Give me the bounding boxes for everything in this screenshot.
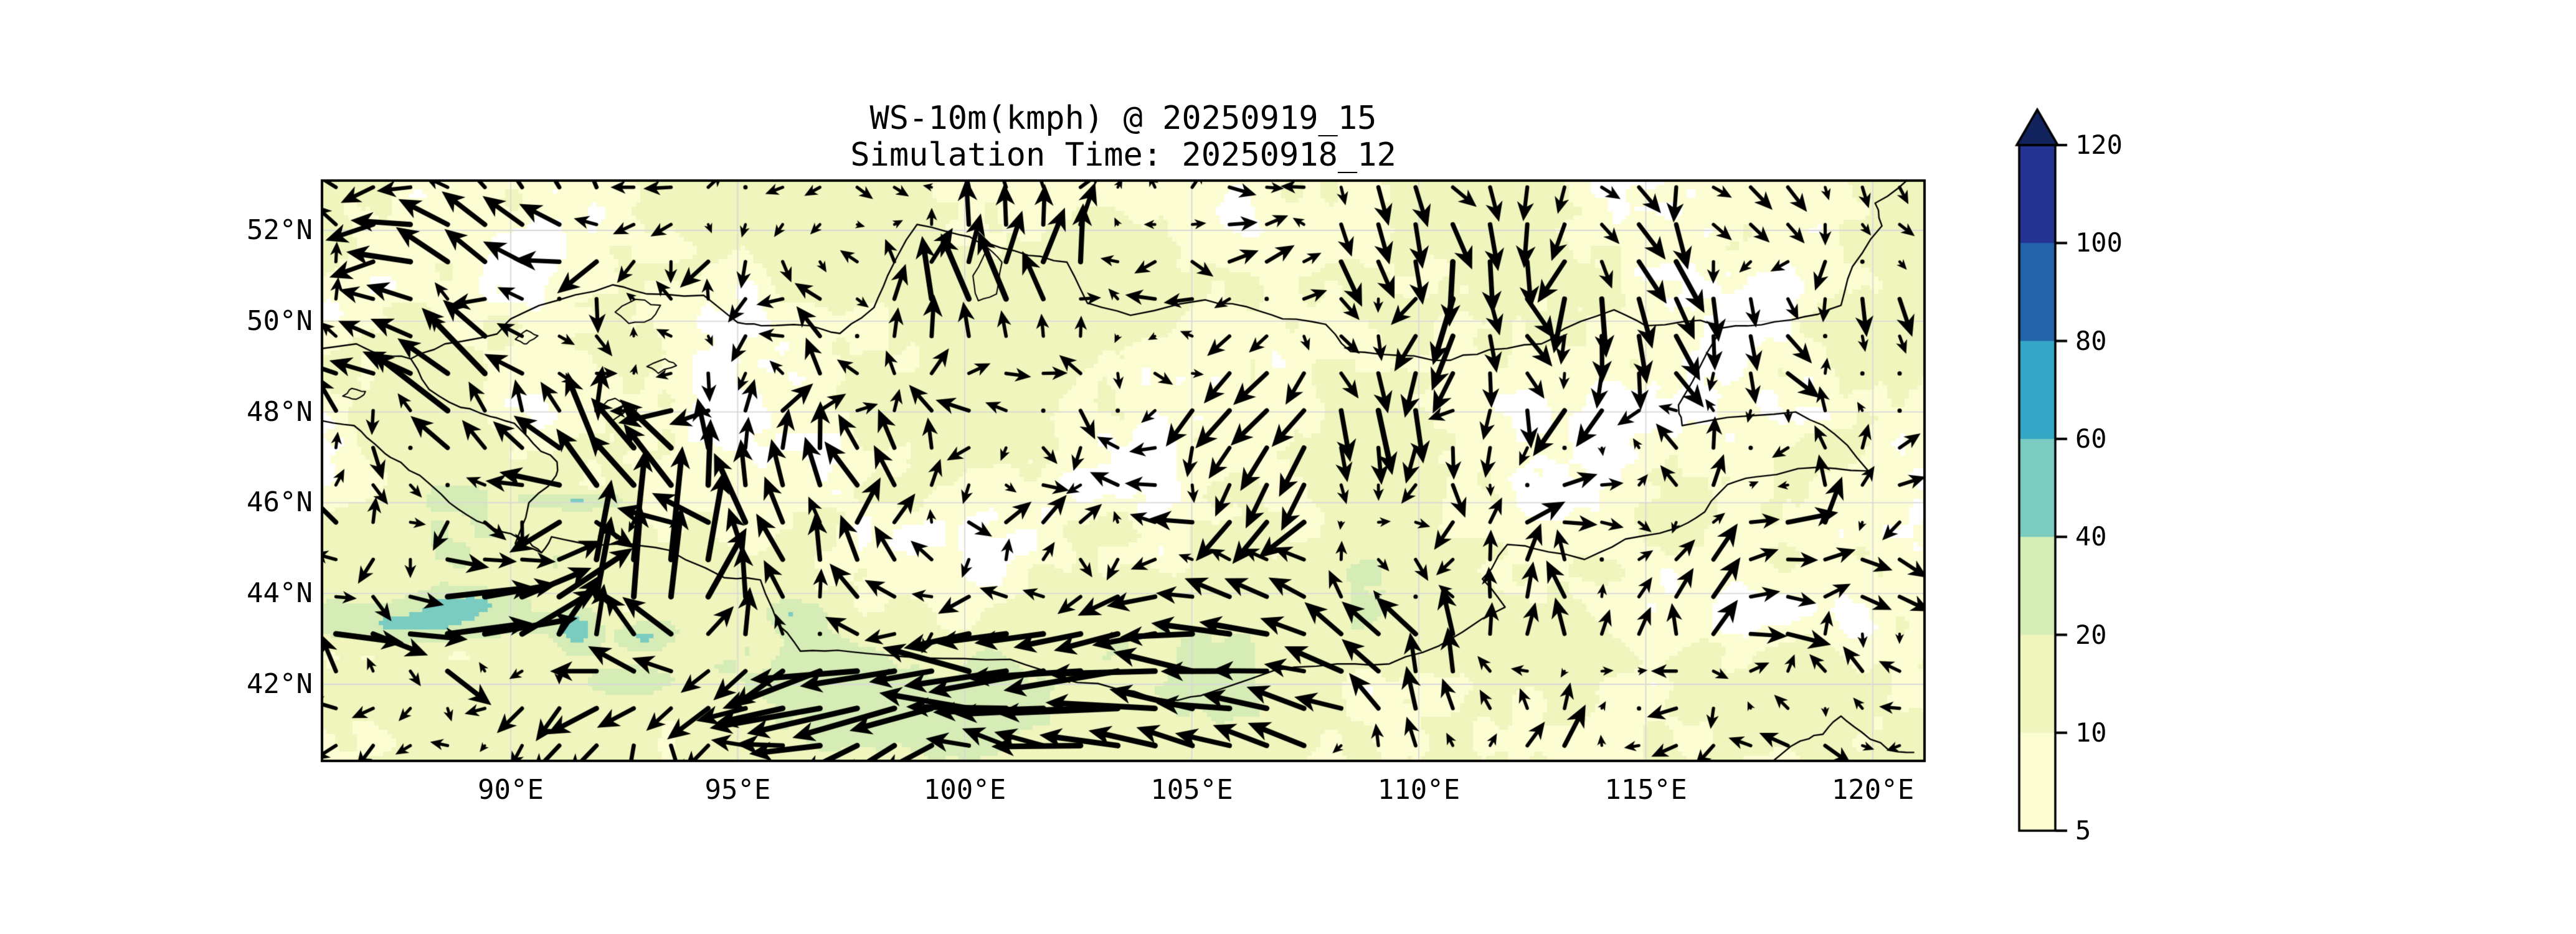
- y-tick-label: 52°N: [247, 214, 313, 246]
- colorbar-tick-label: 10: [2075, 717, 2107, 748]
- y-tick-label: 50°N: [247, 304, 313, 337]
- y-tick-label: 48°N: [247, 395, 313, 428]
- x-tick-label: 115°E: [1604, 774, 1687, 806]
- y-tick-label: 42°N: [247, 668, 313, 700]
- colorbar-tick-label: 40: [2075, 521, 2107, 552]
- x-tick-label: 95°E: [704, 774, 771, 806]
- colorbar-tick-label: 60: [2075, 423, 2107, 454]
- colorbar-tick-label: 20: [2075, 619, 2107, 650]
- x-tick-label: 100°E: [923, 774, 1006, 806]
- colorbar-tick-label: 80: [2075, 325, 2107, 356]
- x-tick-label: 105°E: [1150, 774, 1233, 806]
- x-tick-label: 110°E: [1377, 774, 1461, 806]
- y-tick-label: 44°N: [247, 577, 313, 610]
- y-tick-label: 46°N: [247, 486, 313, 519]
- x-tick-label: 90°E: [478, 774, 544, 806]
- plot-title: WS-10m(kmph) @ 20250919_15: [869, 100, 1377, 137]
- x-tick-label: 120°E: [1831, 774, 1915, 806]
- title-block: WS-10m(kmph) @ 20250919_15 Simulation Ti…: [322, 100, 1925, 174]
- colorbar-tick-label: 5: [2075, 815, 2091, 846]
- colorbar-tick-label: 100: [2075, 227, 2123, 258]
- plot-subtitle: Simulation Time: 20250918_12: [850, 136, 1396, 174]
- colorbar-tick-label: 120: [2075, 130, 2123, 160]
